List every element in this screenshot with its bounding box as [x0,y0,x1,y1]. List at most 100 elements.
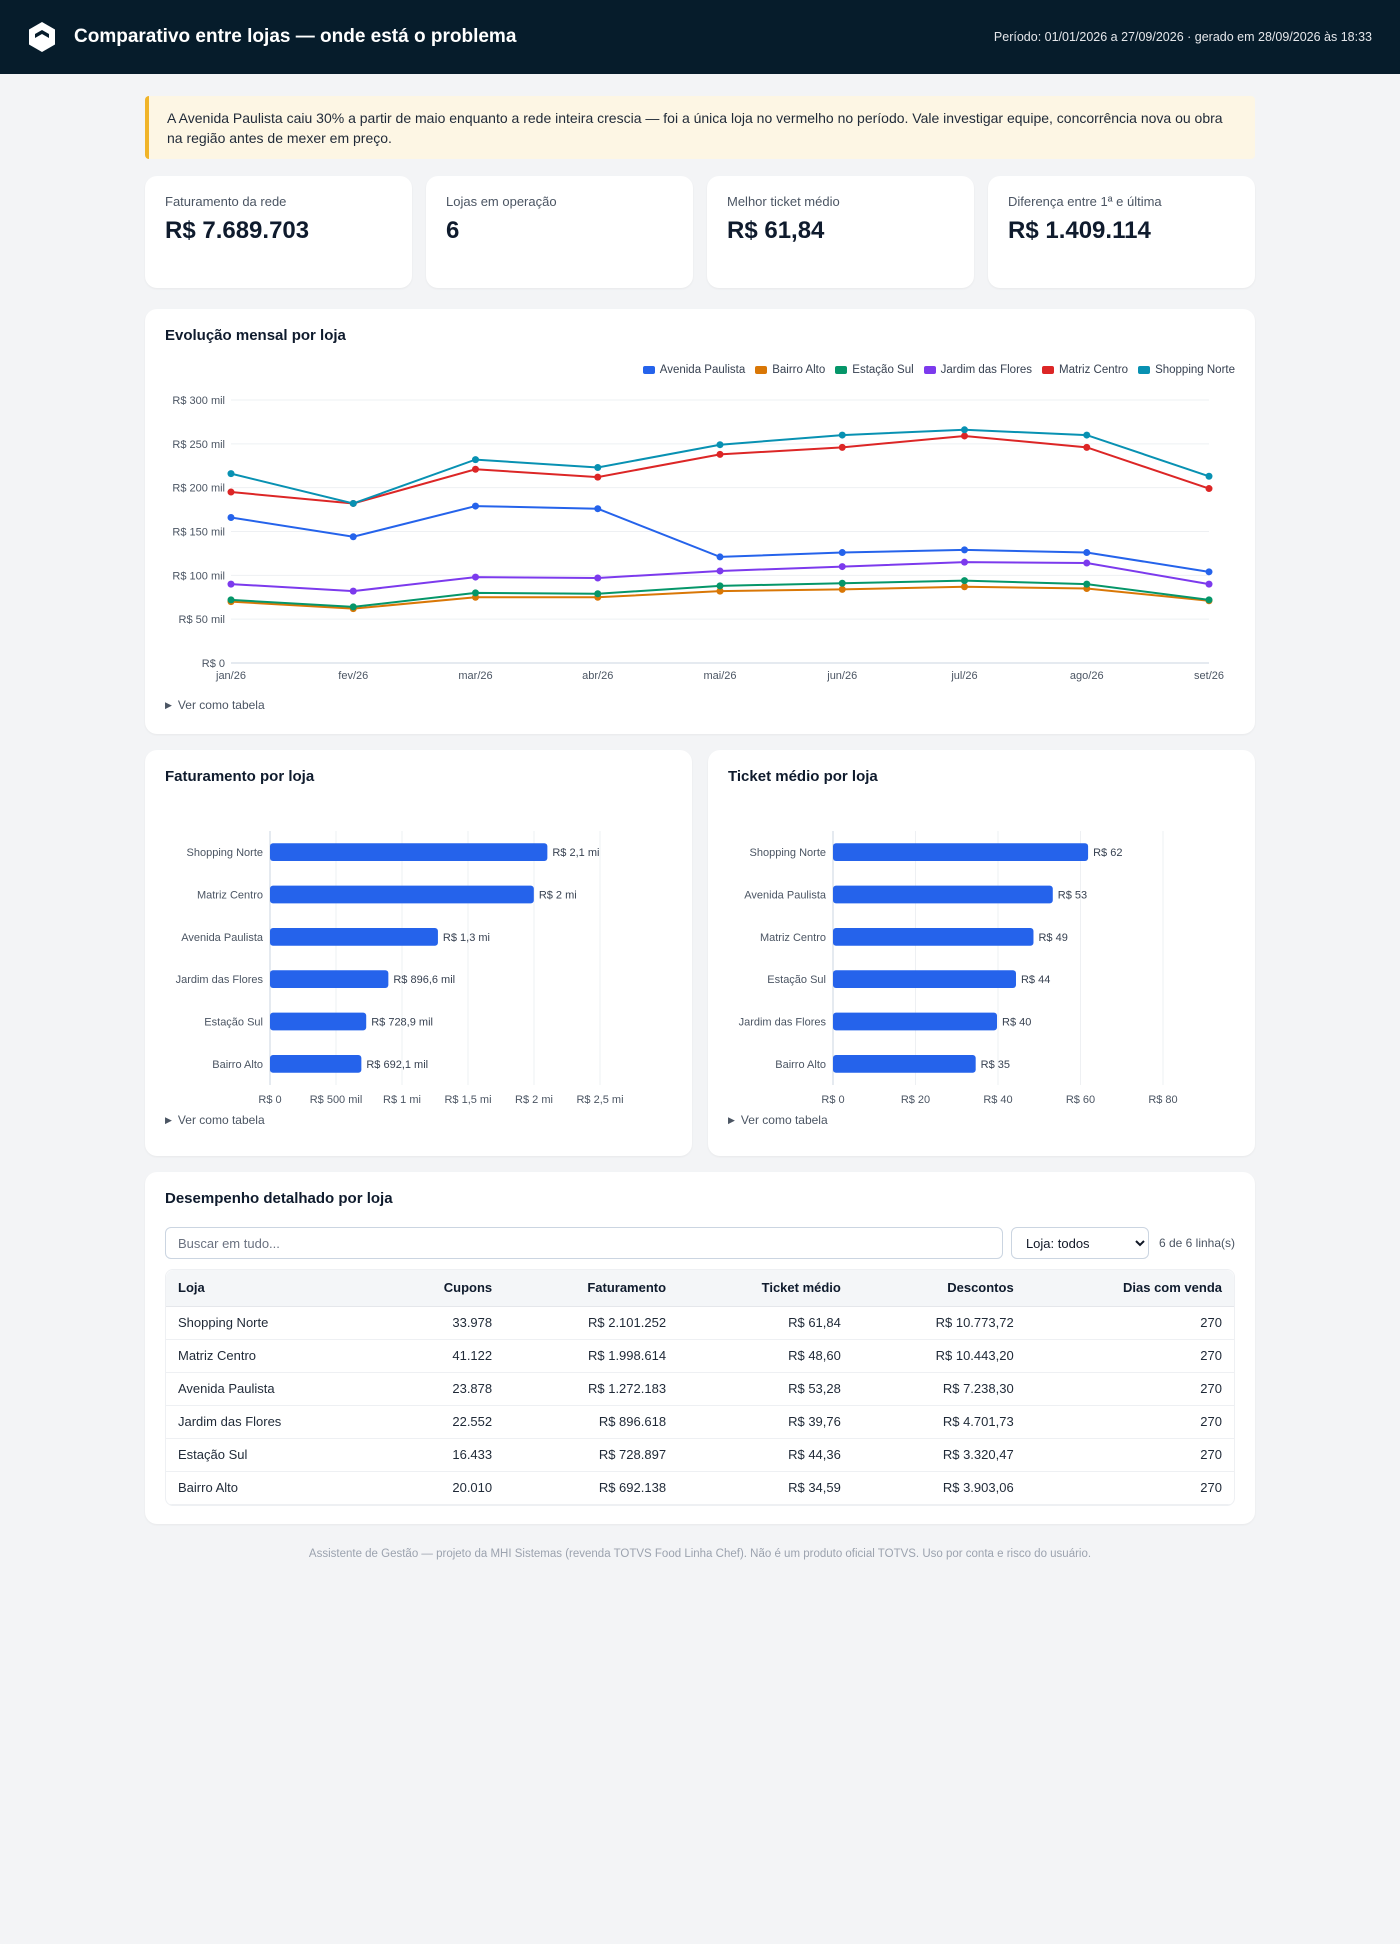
triangle-right-icon: ▶ [165,1114,172,1125]
bar-value-label: R$ 1,3 mi [443,932,490,944]
x-tick-label: R$ 2,5 mi [576,1094,623,1106]
y-tick-label: R$ 50 mil [179,614,225,626]
data-point [716,441,724,449]
kpi-label: Melhor ticket médio [727,194,840,209]
kpi-card: Diferença entre 1ª e última R$ 1.409.114 [988,176,1255,288]
view-as-table-toggle[interactable]: ▶ Ver como tabela [165,698,1235,712]
data-point [961,558,968,566]
table-cell: 41.122 [381,1339,505,1373]
legend-label: Jardim das Flores [940,364,1033,376]
data-point [1205,568,1213,576]
table-cell: Bairro Alto [166,1471,382,1505]
column-header-dias[interactable]: Dias com venda [1025,1270,1234,1307]
legend-item[interactable]: Bairro Alto [755,364,825,376]
x-tick-label: jun/26 [826,670,857,682]
bar [833,1054,976,1073]
footer-disclaimer: Assistente de Gestão — projeto da MHI Si… [308,1548,1092,1560]
view-as-table-toggle[interactable]: ▶ Ver como tabela [728,1113,1235,1127]
legend-item[interactable]: Avenida Paulista [642,364,745,376]
table-cell: R$ 61,84 [678,1306,853,1340]
legend-label: Estação Sul [852,364,914,376]
table-row: Estação Sul 16.433 R$ 728.897 R$ 44,36 R… [166,1438,1234,1472]
bar-value-label: R$ 896,6 mil [393,974,455,986]
category-label: Matriz Centro [760,932,826,944]
table-cell: Shopping Norte [166,1306,382,1340]
table-cell: Jardim das Flores [166,1405,382,1439]
x-tick-label: mar/26 [458,670,492,682]
category-label: Shopping Norte [187,847,263,859]
kpi-value: R$ 7.689.703 [165,217,310,244]
y-tick-label: R$ 200 mil [172,483,225,495]
category-label: Jardim das Flores [739,1017,827,1029]
x-tick-label: ago/26 [1070,670,1104,682]
legend-item[interactable]: Jardim das Flores [923,364,1033,376]
bar-value-label: R$ 62 [1093,847,1122,859]
x-tick-label: R$ 0 [821,1094,844,1106]
table-cell: R$ 39,76 [678,1405,853,1439]
toggle-label: Ver como tabela [177,698,265,712]
column-header-descontos[interactable]: Descontos [852,1270,1026,1307]
data-point [1205,596,1213,604]
data-point [227,596,235,604]
legend-label: Matriz Centro [1059,364,1129,376]
column-header-faturamento[interactable]: Faturamento [504,1270,679,1307]
table-cell: R$ 53,28 [678,1372,853,1406]
data-point [961,583,968,591]
insight-alert: A Avenida Paulista caiu 30% a partir de … [145,96,1255,159]
bar-value-label: R$ 44 [1021,974,1050,986]
data-point [472,589,479,597]
page-title: Comparativo entre lojas — onde está o pr… [74,26,517,47]
x-tick-label: jul/26 [950,670,977,682]
table-row: Shopping Norte 33.978 R$ 2.101.252 R$ 61… [166,1306,1234,1340]
view-as-table-toggle[interactable]: ▶ Ver como tabela [165,1113,672,1127]
bar-value-label: R$ 40 [1002,1017,1031,1029]
bar-charts-row: Faturamento por loja R$ 0 R$ 500 mil R$ 1 … [145,750,1255,1156]
category-label: Estação Sul [204,1017,263,1029]
kpi-label: Diferença entre 1ª e última [1008,194,1162,209]
column-header-loja[interactable]: Loja [166,1270,382,1307]
legend-swatch [1042,366,1055,374]
table-cell: R$ 7.238,30 [852,1372,1026,1406]
column-header-ticket[interactable]: Ticket médio [678,1270,853,1307]
x-tick-label: R$ 2 mi [515,1094,553,1106]
bar [270,927,438,946]
table-cell: 20.010 [381,1471,505,1505]
revenue-by-store-card: Faturamento por loja R$ 0 R$ 500 mil R$ 1 … [145,750,692,1156]
card-title: Desempenho detalhado por loja [165,1190,393,1207]
table-cell: 270 [1025,1339,1234,1373]
store-table: Loja Cupons Faturamento Ticket médio Des… [166,1270,1234,1505]
bar [833,970,1016,989]
table-cell: 270 [1025,1372,1234,1406]
search-input[interactable] [165,1227,1003,1259]
data-point [716,567,724,575]
legend-swatch [1138,366,1151,374]
table-cell: 270 [1025,1438,1234,1472]
data-point [838,563,846,571]
data-point [349,603,357,611]
bar-value-label: R$ 35 [981,1059,1010,1071]
bar-value-label: R$ 728,9 mil [371,1017,433,1029]
data-point [227,470,235,478]
x-tick-label: mai/26 [703,670,736,682]
period-info: Período: 01/01/2026 a 27/09/2026 · gerad… [993,30,1372,44]
column-header-cupons[interactable]: Cupons [381,1270,505,1307]
data-point [594,505,602,513]
data-point [838,431,846,439]
legend-item[interactable]: Matriz Centro [1042,364,1128,376]
hexagon-logo-icon [28,20,58,54]
category-label: Estação Sul [767,974,826,986]
data-point [716,587,724,595]
ticket-bar-chart: R$ 0 R$ 20 R$ 40 R$ 60 R$ 80 Shopping Norte R$… [739,831,1178,1106]
data-point [349,499,357,507]
bar-value-label: R$ 692,1 mil [366,1059,428,1071]
x-tick-label: set/26 [1194,670,1224,682]
x-tick-label: R$ 80 [1148,1094,1177,1106]
kpi-row: Faturamento da rede R$ 7.689.703 Lojas e… [145,176,1255,288]
line-chart: R$ 0 R$ 50 mil R$ 100 mil R$ 150 mil R$ 200 … [172,395,1224,682]
table-cell: R$ 44,36 [678,1438,853,1472]
data-point [838,579,846,587]
store-select[interactable]: Loja: todos [1010,1227,1149,1259]
legend-item[interactable]: Shopping Norte [1138,364,1235,376]
y-tick-label: R$ 250 mil [172,439,225,451]
legend-item[interactable]: Estação Sul [835,364,914,376]
